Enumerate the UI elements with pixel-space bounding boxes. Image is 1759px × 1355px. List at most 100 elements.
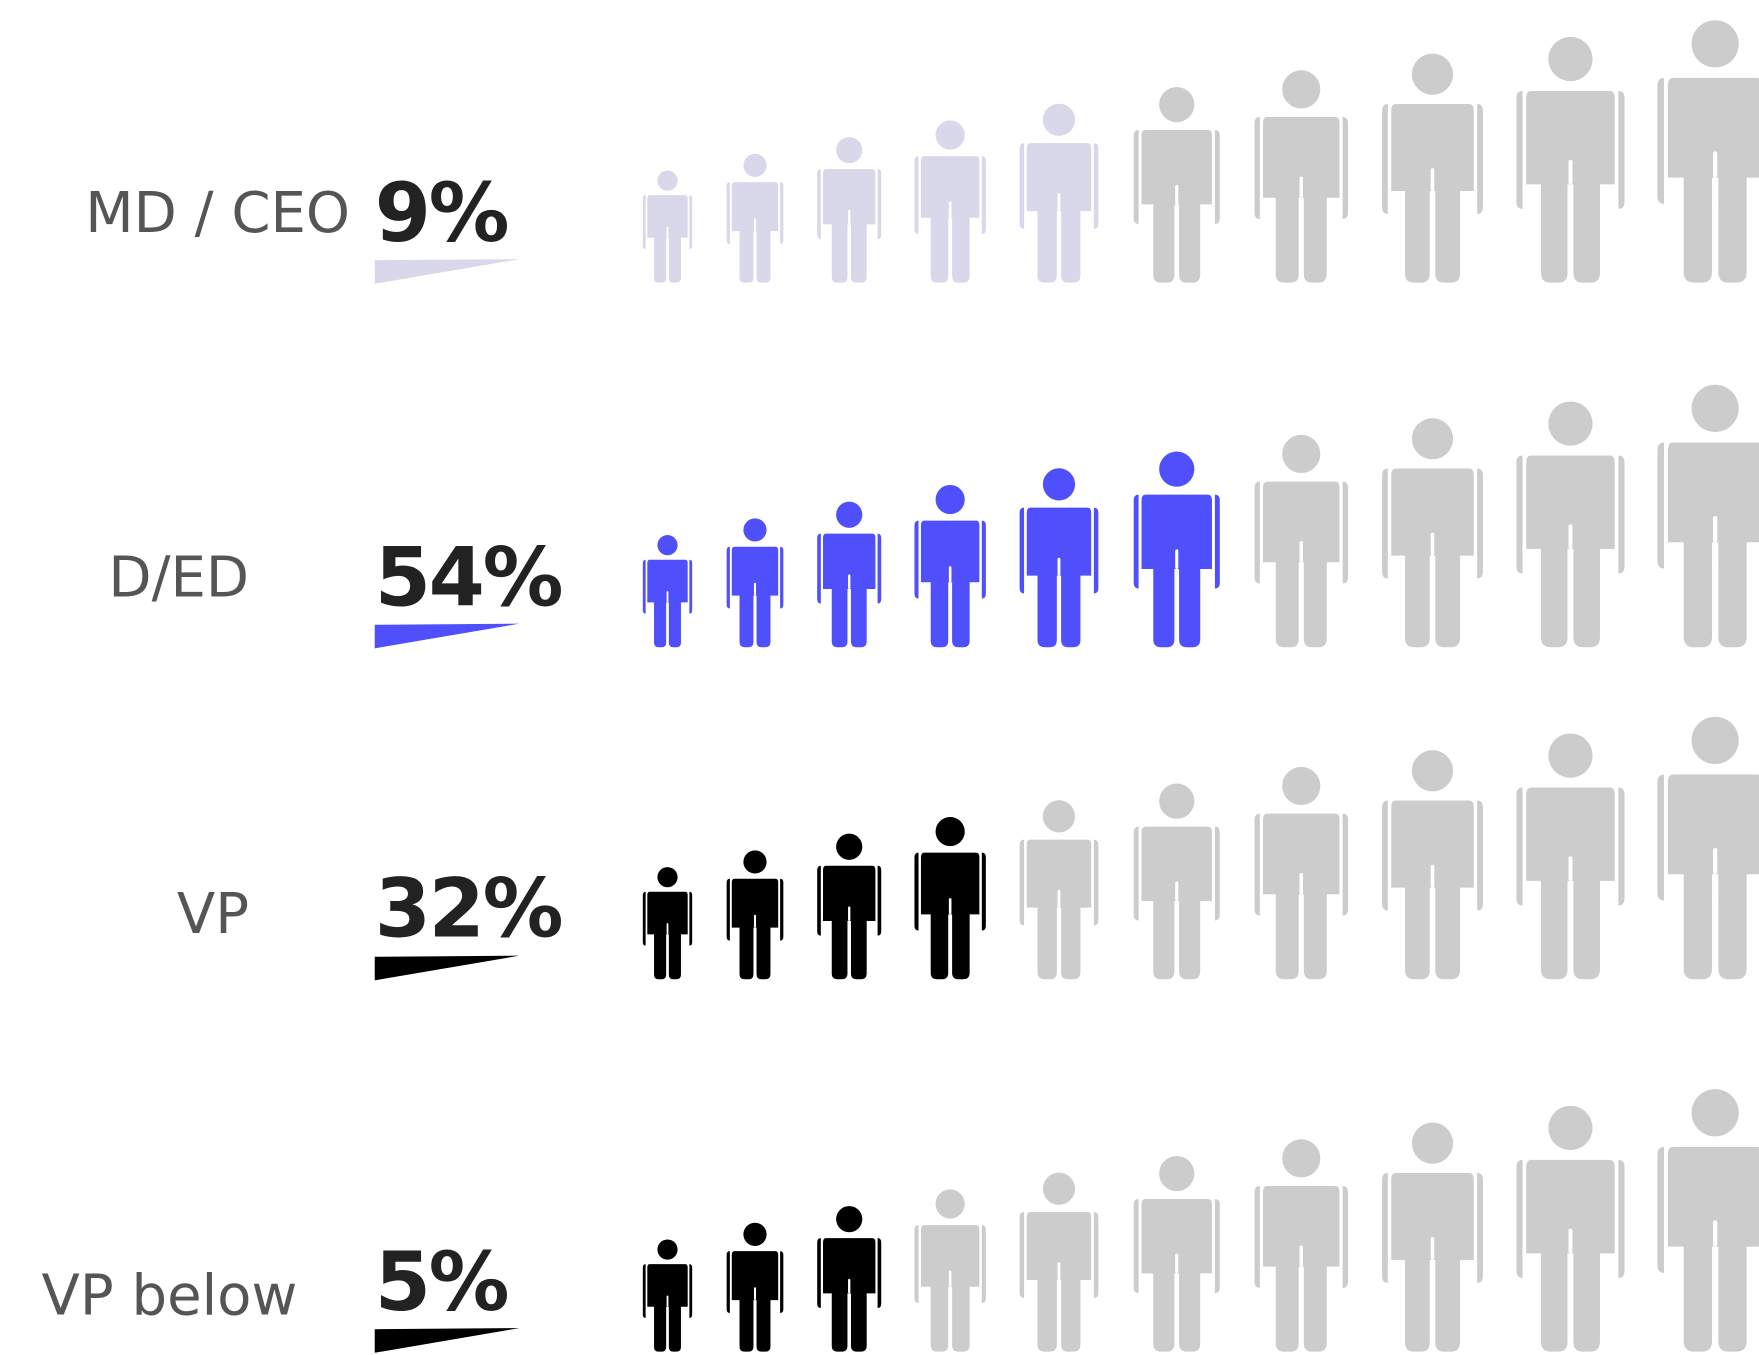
icon-body [1019, 143, 1099, 283]
icon-gap [1713, 151, 1718, 178]
person-icon [1382, 53, 1483, 283]
person-icon [1254, 766, 1348, 980]
icon-body [642, 559, 693, 648]
icon-gap [1430, 1237, 1435, 1261]
icon-gap [1430, 532, 1435, 556]
icon-head [836, 501, 863, 528]
icon-body [817, 1238, 882, 1352]
person-icon [1516, 36, 1625, 283]
icon-gap [666, 226, 669, 238]
icon-head [1411, 53, 1454, 95]
icon-gap [753, 1287, 757, 1301]
icon-head [1159, 451, 1195, 487]
value-underline [374, 955, 520, 981]
person-icon [1254, 70, 1348, 283]
person-icon [726, 850, 784, 980]
icon-gap [848, 906, 851, 922]
icon-body [1516, 90, 1625, 283]
icon-body [642, 195, 693, 283]
person-icon [642, 1239, 693, 1352]
value-label: 32% [375, 863, 562, 957]
icon-gap [1175, 1253, 1179, 1274]
icon-body [1382, 800, 1483, 980]
category-label: D/ED [108, 546, 249, 611]
icon-head [743, 850, 767, 874]
icon-row [642, 384, 1759, 648]
icon-body [1657, 77, 1759, 283]
icon-body [1133, 1199, 1220, 1352]
icon-head [836, 137, 863, 164]
person-icon [642, 535, 693, 648]
icon-gap [948, 1270, 952, 1287]
icon-gap [1175, 881, 1179, 901]
icon-row [642, 716, 1759, 980]
icon-gap [1057, 557, 1061, 576]
icon-gap [1299, 176, 1303, 198]
icon-gap [948, 898, 952, 915]
person-icon [1657, 20, 1759, 283]
icon-gap [666, 591, 669, 603]
icon-gap [1713, 847, 1718, 875]
person-icon [1382, 418, 1483, 648]
icon-body [1254, 813, 1348, 980]
icon-head [935, 120, 965, 150]
category-label: VP below [41, 1264, 297, 1329]
icon-head [1411, 418, 1454, 460]
icon-gap [1713, 1220, 1718, 1247]
icon-row [642, 1089, 1759, 1352]
icon-head [657, 170, 678, 191]
icon-head [1159, 86, 1195, 123]
icon-gap [948, 201, 952, 218]
icon-gap [848, 1278, 851, 1294]
person-icon [1133, 451, 1220, 648]
value-label: 9% [375, 167, 508, 261]
icon-head [1282, 1139, 1321, 1178]
icon-head [1691, 716, 1739, 765]
icon-head [1548, 1105, 1593, 1151]
icon-head [1411, 1122, 1454, 1164]
person-icon [914, 1189, 986, 1352]
icon-body [642, 1264, 693, 1352]
person-icon [1657, 384, 1759, 648]
icon-head [935, 484, 965, 515]
icon-head [1691, 1089, 1739, 1137]
icon-gap [1299, 1245, 1303, 1267]
icon-gap [1568, 1228, 1573, 1254]
icon-body [817, 533, 882, 648]
person-icon [817, 833, 882, 980]
icon-gap [1299, 873, 1303, 895]
person-icon [1254, 1139, 1348, 1352]
icon-body [914, 156, 986, 283]
icon-gap [666, 923, 669, 935]
icon-head [657, 1239, 678, 1260]
icon-head [1548, 36, 1593, 82]
icon-head [1282, 70, 1321, 109]
icon-gap [666, 1295, 669, 1307]
icon-body [914, 520, 986, 648]
person-icon [1133, 1155, 1220, 1352]
icon-head [935, 816, 965, 847]
person-icon [1516, 1105, 1625, 1352]
icon-head [1042, 468, 1076, 501]
person-icon [1254, 434, 1348, 648]
icon-head [657, 867, 678, 888]
icon-gap [948, 566, 952, 583]
icon-gap [1430, 168, 1435, 192]
icon-body [817, 865, 882, 980]
icon-body [1382, 1172, 1483, 1352]
icon-head [657, 535, 678, 556]
icon-gap [848, 574, 851, 589]
icon-body [1019, 507, 1099, 648]
icon-body [817, 169, 882, 283]
icon-body [914, 1225, 986, 1352]
value-underline [374, 623, 520, 649]
icon-body [1516, 787, 1625, 980]
icon-head [836, 1206, 863, 1233]
person-icon [1019, 800, 1099, 980]
icon-gap [1057, 193, 1061, 212]
icon-head [836, 833, 863, 860]
icon-head [743, 1222, 767, 1246]
icon-body [726, 182, 784, 283]
icon-head [1282, 434, 1321, 474]
person-icon [1133, 783, 1220, 980]
